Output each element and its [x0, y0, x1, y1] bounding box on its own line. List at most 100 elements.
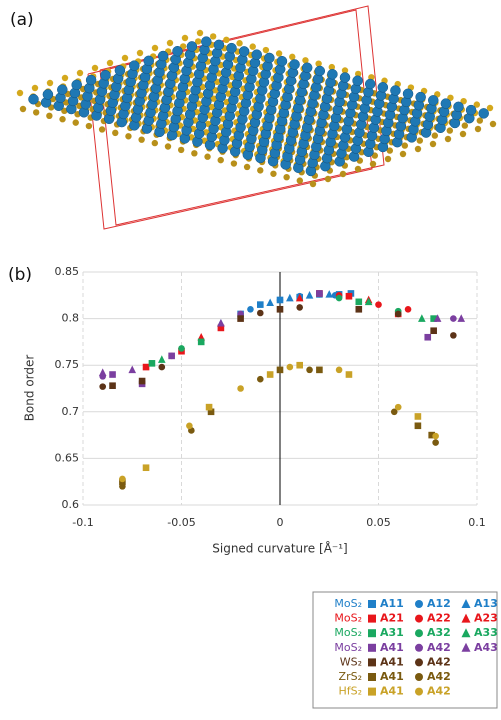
- marker-square: [257, 301, 264, 308]
- sulfur-atom: [32, 109, 40, 116]
- sulfur-atom: [270, 170, 277, 177]
- metal-atom: [478, 108, 489, 119]
- marker-square: [368, 673, 376, 681]
- y-tick-label: 0.75: [55, 358, 80, 371]
- metal-atom: [226, 42, 237, 54]
- marker-circle: [375, 301, 382, 308]
- marker-circle: [415, 658, 423, 667]
- marker-circle: [119, 475, 126, 483]
- sulfur-atom: [341, 67, 349, 74]
- sulfur-atom: [196, 29, 204, 37]
- marker-triangle: [286, 293, 294, 302]
- marker-circle: [178, 345, 185, 352]
- metal-atom: [28, 93, 39, 105]
- marker-square: [316, 366, 323, 374]
- marker-circle: [247, 305, 254, 313]
- metal-atom: [42, 89, 54, 100]
- marker-triangle: [98, 368, 107, 376]
- metal-atom: [440, 98, 452, 109]
- legend-entry: A43: [474, 641, 498, 654]
- sulfur-atom: [399, 150, 407, 158]
- metal-atom: [390, 85, 401, 96]
- sulfur-atom: [61, 74, 69, 82]
- legend-entry: A33: [474, 626, 498, 639]
- metal-atom: [377, 82, 389, 93]
- metal-atom: [276, 55, 288, 67]
- legend-group: HfS₂: [338, 685, 362, 698]
- panel-label: (a): [10, 10, 34, 30]
- x-axis-label: Signed curvature [Å⁻¹]: [212, 541, 347, 556]
- marker-circle: [286, 363, 294, 371]
- marker-circle: [257, 309, 264, 317]
- marker-square: [148, 360, 156, 367]
- sulfur-atom: [460, 97, 467, 105]
- metal-atom: [352, 75, 363, 87]
- legend-entry: A41: [380, 641, 404, 654]
- sulfur-atom: [209, 33, 217, 40]
- marker-square: [168, 352, 175, 360]
- marker-square: [345, 292, 353, 300]
- metal-atom: [114, 65, 126, 76]
- legend-group: MoS₂: [334, 626, 362, 639]
- metal-atom: [186, 41, 198, 52]
- marker-circle: [335, 294, 343, 302]
- marker-square: [414, 413, 422, 420]
- marker-square: [276, 305, 284, 313]
- sulfur-atom: [459, 130, 467, 138]
- x-tick-label: 0.1: [468, 516, 486, 529]
- sulfur-atom: [204, 153, 211, 160]
- sulfur-atom: [262, 46, 270, 54]
- sulfur-atom: [446, 127, 454, 134]
- marker-square: [430, 327, 437, 335]
- marker-triangle: [217, 318, 225, 327]
- marker-square: [296, 361, 303, 369]
- metal-atom: [289, 59, 300, 70]
- marker-circle: [394, 403, 402, 411]
- y-axis-label: Bond order: [23, 355, 37, 422]
- marker-circle: [237, 385, 244, 392]
- sulfur-atom: [354, 165, 362, 173]
- marker-triangle: [266, 298, 274, 307]
- sulfur-atom: [416, 137, 424, 144]
- sulfur-atom: [328, 63, 336, 71]
- legend-entry: A22: [427, 612, 451, 625]
- marker-triangle: [364, 297, 373, 306]
- metal-atom: [364, 78, 376, 90]
- metal-atom: [201, 36, 212, 47]
- sulfur-atom: [59, 116, 66, 123]
- metal-atom: [129, 60, 140, 71]
- marker-square: [345, 371, 353, 378]
- sulfur-atom: [136, 49, 144, 57]
- metal-atom: [172, 45, 183, 57]
- marker-square: [368, 614, 376, 623]
- panel-label: (b): [8, 265, 32, 285]
- y-tick-label: 0.8: [62, 312, 80, 325]
- sulfur-atom: [181, 34, 189, 42]
- marker-circle: [415, 643, 423, 652]
- sulfur-atom: [61, 107, 68, 115]
- marker-triangle: [457, 314, 466, 322]
- marker-square: [430, 315, 437, 322]
- marker-triangle: [158, 355, 166, 363]
- legend-entry: A31: [380, 626, 404, 639]
- legend-entry: A12: [427, 597, 451, 610]
- sulfur-atom: [125, 133, 132, 140]
- sulfur-atom: [473, 101, 481, 108]
- legend-entry: A23: [474, 612, 498, 625]
- marker-circle: [415, 687, 423, 696]
- marker-square: [355, 298, 363, 306]
- marker-square: [368, 629, 376, 638]
- marker-square: [138, 377, 146, 385]
- sulfur-atom: [138, 136, 145, 143]
- marker-square: [368, 687, 376, 696]
- legend-group: MoS₂: [334, 641, 362, 654]
- y-tick-label: 0.65: [55, 451, 80, 464]
- marker-circle: [415, 600, 423, 608]
- sulfur-atom: [289, 53, 296, 61]
- metal-atom: [339, 72, 351, 83]
- x-tick-label: 0.05: [366, 516, 391, 529]
- sulfur-atom: [369, 160, 377, 168]
- marker-square: [142, 363, 150, 371]
- marker-triangle: [305, 291, 314, 299]
